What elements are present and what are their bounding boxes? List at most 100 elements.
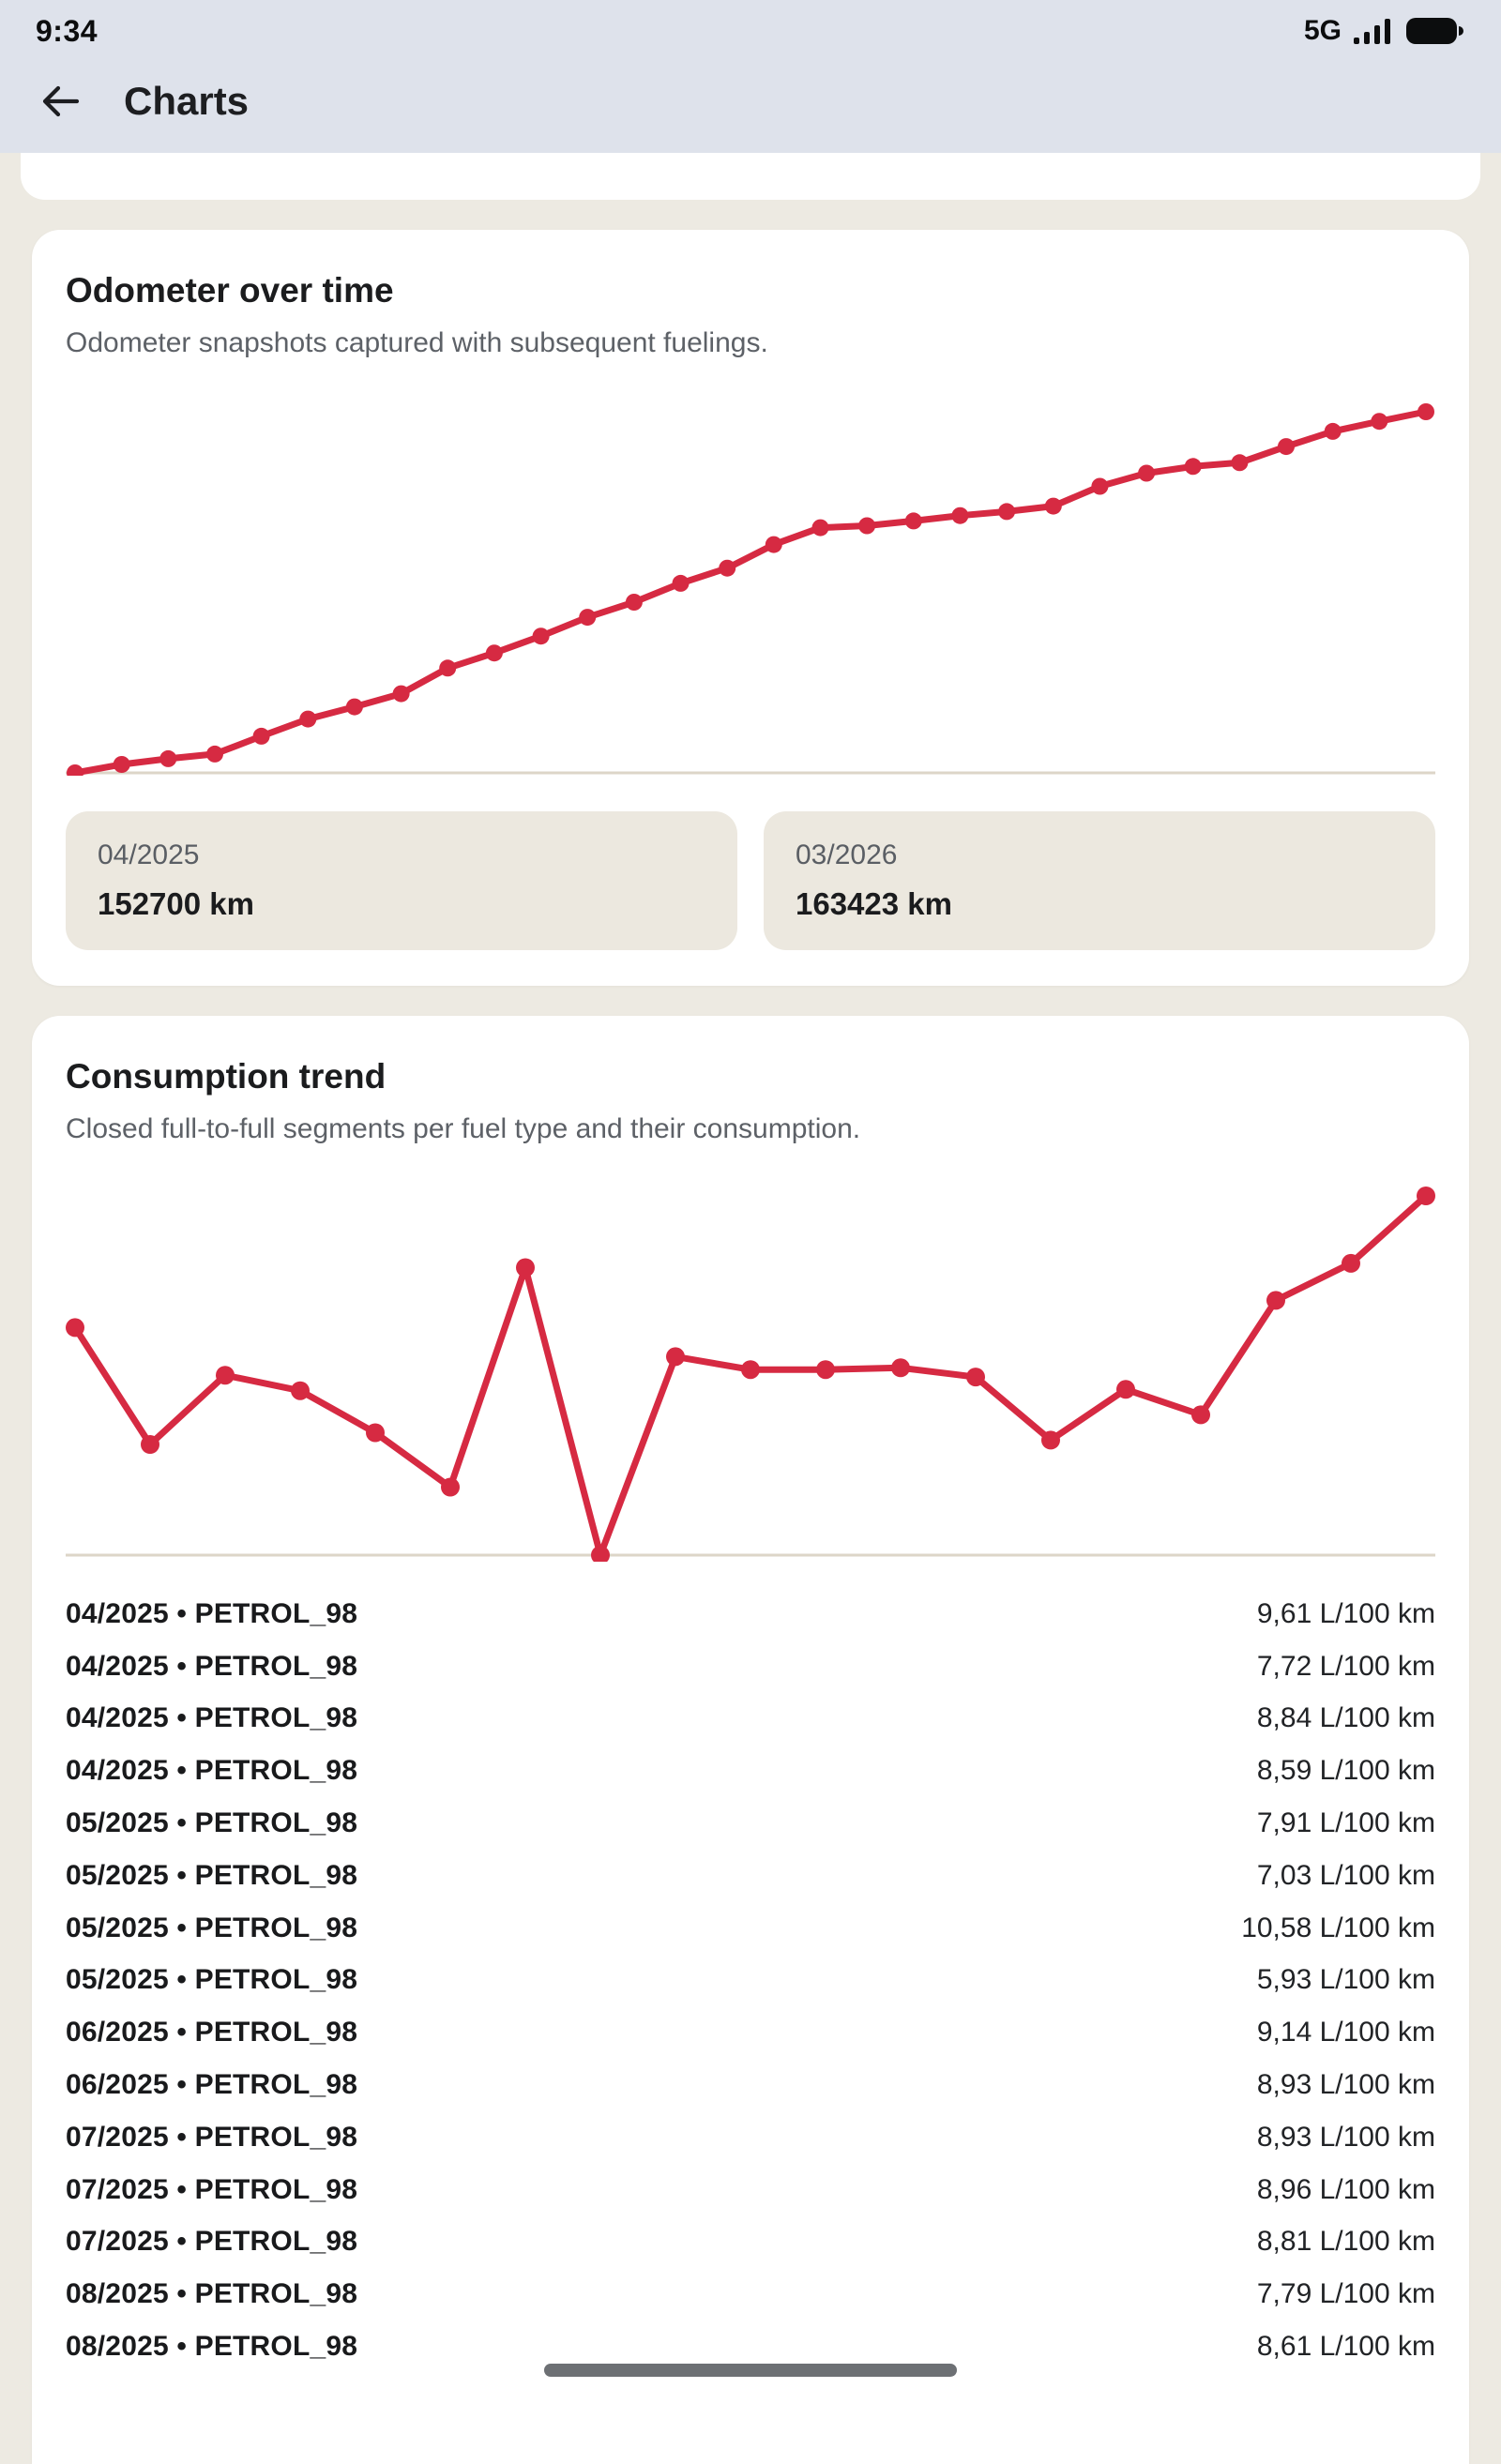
data-point [966,1368,985,1387]
segment-period-fuel-label: 08/2025 • PETROL_98 [66,2278,358,2310]
scroll-content: Odometer over time Odometer snapshots ca… [0,153,1501,2464]
data-point [951,506,969,524]
segment-period-fuel-label: 06/2025 • PETROL_98 [66,2017,358,2048]
segment-consumption-value: 7,72 L/100 km [1256,1650,1435,1682]
segment-row: 08/2025 • PETROL_98 8,61 L/100 km [66,2320,1435,2373]
segment-row: 06/2025 • PETROL_98 8,93 L/100 km [66,2059,1435,2111]
consumption-card-title: Consumption trend [66,1057,387,1096]
data-point [485,644,503,662]
previous-card-clipped [21,153,1480,200]
segment-period-fuel-label: 04/2025 • PETROL_98 [66,1597,358,1629]
consumption-line-chart [66,1187,1435,1562]
odometer-start-tile: 04/2025 152700 km [66,811,737,950]
segments-list: 04/2025 • PETROL_98 9,61 L/100 km 04/2025 … [66,1588,1435,2373]
data-point [765,536,782,553]
segment-consumption-value: 9,61 L/100 km [1256,1597,1435,1629]
segment-row: 07/2025 • PETROL_98 8,81 L/100 km [66,2216,1435,2269]
home-indicator[interactable] [544,2364,957,2377]
data-point [998,503,1016,521]
odometer-card: Odometer over time Odometer snapshots ca… [32,230,1469,986]
segment-consumption-value: 8,93 L/100 km [1256,2069,1435,2101]
data-point [1342,1253,1360,1273]
data-point [904,512,922,530]
segment-row: 05/2025 • PETROL_98 7,91 L/100 km [66,1797,1435,1850]
data-point [1417,1187,1435,1205]
segment-consumption-value: 8,81 L/100 km [1256,2226,1435,2258]
segment-row: 07/2025 • PETROL_98 8,93 L/100 km [66,2111,1435,2164]
data-point [1231,454,1249,472]
segment-consumption-value: 8,84 L/100 km [1256,1702,1435,1734]
segment-row: 04/2025 • PETROL_98 8,59 L/100 km [66,1745,1435,1797]
back-button[interactable] [36,77,84,126]
segment-row: 07/2025 • PETROL_98 8,96 L/100 km [66,2164,1435,2216]
segment-consumption-value: 9,14 L/100 km [1256,2017,1435,2048]
app-bar: Charts [0,53,1501,150]
network-type-label: 5G [1303,15,1342,46]
segment-consumption-value: 7,91 L/100 km [1256,1807,1435,1839]
status-bar: 9:34 5G [0,0,1501,53]
data-point [816,1360,835,1380]
segment-period-fuel-label: 06/2025 • PETROL_98 [66,2069,358,2101]
data-point [345,698,363,716]
data-point [1044,497,1062,515]
stat-label: 04/2025 [98,839,200,870]
data-point [1324,422,1342,440]
data-point [532,627,550,645]
data-point [1138,464,1156,482]
segment-row: 04/2025 • PETROL_98 8,84 L/100 km [66,1693,1435,1746]
data-point [206,745,223,763]
data-point [1184,458,1202,476]
page-title: Charts [124,79,250,123]
data-point [811,519,829,537]
data-point [441,1477,460,1497]
battery-full-icon [1405,16,1465,46]
segment-row: 06/2025 • PETROL_98 9,14 L/100 km [66,2006,1435,2059]
segment-row: 05/2025 • PETROL_98 10,58 L/100 km [66,1902,1435,1955]
data-point [741,1360,760,1380]
data-point [516,1258,535,1277]
data-point [891,1358,910,1378]
data-point [159,749,177,767]
data-point [392,685,410,703]
data-point [579,609,597,627]
segment-row: 04/2025 • PETROL_98 9,61 L/100 km [66,1588,1435,1640]
segment-period-fuel-label: 04/2025 • PETROL_98 [66,1755,358,1787]
data-point [366,1423,385,1443]
segment-period-fuel-label: 04/2025 • PETROL_98 [66,1702,358,1734]
odometer-end-tile: 03/2026 163423 km [764,811,1435,950]
consumption-card: Consumption trend Closed full-to-full se… [32,1016,1469,2464]
segment-row: 05/2025 • PETROL_98 5,93 L/100 km [66,1955,1435,2007]
segment-consumption-value: 8,96 L/100 km [1256,2173,1435,2205]
segment-period-fuel-label: 05/2025 • PETROL_98 [66,1964,358,1996]
segment-consumption-value: 8,59 L/100 km [1256,1755,1435,1787]
segment-row: 04/2025 • PETROL_98 7,72 L/100 km [66,1640,1435,1693]
stat-label: 03/2026 [796,839,898,870]
consumption-card-subtitle: Closed full-to-full segments per fuel ty… [66,1113,861,1144]
segment-row: 05/2025 • PETROL_98 7,03 L/100 km [66,1850,1435,1902]
odometer-line-chart [66,403,1435,776]
data-point [1278,438,1295,456]
data-point [1091,477,1109,495]
top-bar: 9:34 5G [0,0,1501,153]
arrow-left-icon [38,79,83,124]
data-point [1191,1405,1210,1425]
data-point [1116,1380,1135,1399]
segment-period-fuel-label: 07/2025 • PETROL_98 [66,2173,358,2205]
chart-line [71,408,1430,776]
data-point [113,756,130,773]
data-point [216,1366,235,1385]
data-point [719,559,736,577]
segment-row: 08/2025 • PETROL_98 7,79 L/100 km [66,2268,1435,2320]
odometer-stats-row: 04/2025 152700 km 03/2026 163423 km [66,811,1435,950]
segment-period-fuel-label: 04/2025 • PETROL_98 [66,1650,358,1682]
data-point [625,594,643,611]
segment-consumption-value: 8,93 L/100 km [1256,2121,1435,2153]
segment-consumption-value: 5,93 L/100 km [1256,1964,1435,1996]
segment-period-fuel-label: 07/2025 • PETROL_98 [66,2121,358,2153]
data-point [858,517,876,535]
segment-period-fuel-label: 05/2025 • PETROL_98 [66,1912,358,1943]
stat-value: 163423 km [796,886,952,921]
segment-consumption-value: 7,79 L/100 km [1256,2278,1435,2310]
data-point [1041,1430,1060,1450]
data-point [1266,1291,1285,1310]
